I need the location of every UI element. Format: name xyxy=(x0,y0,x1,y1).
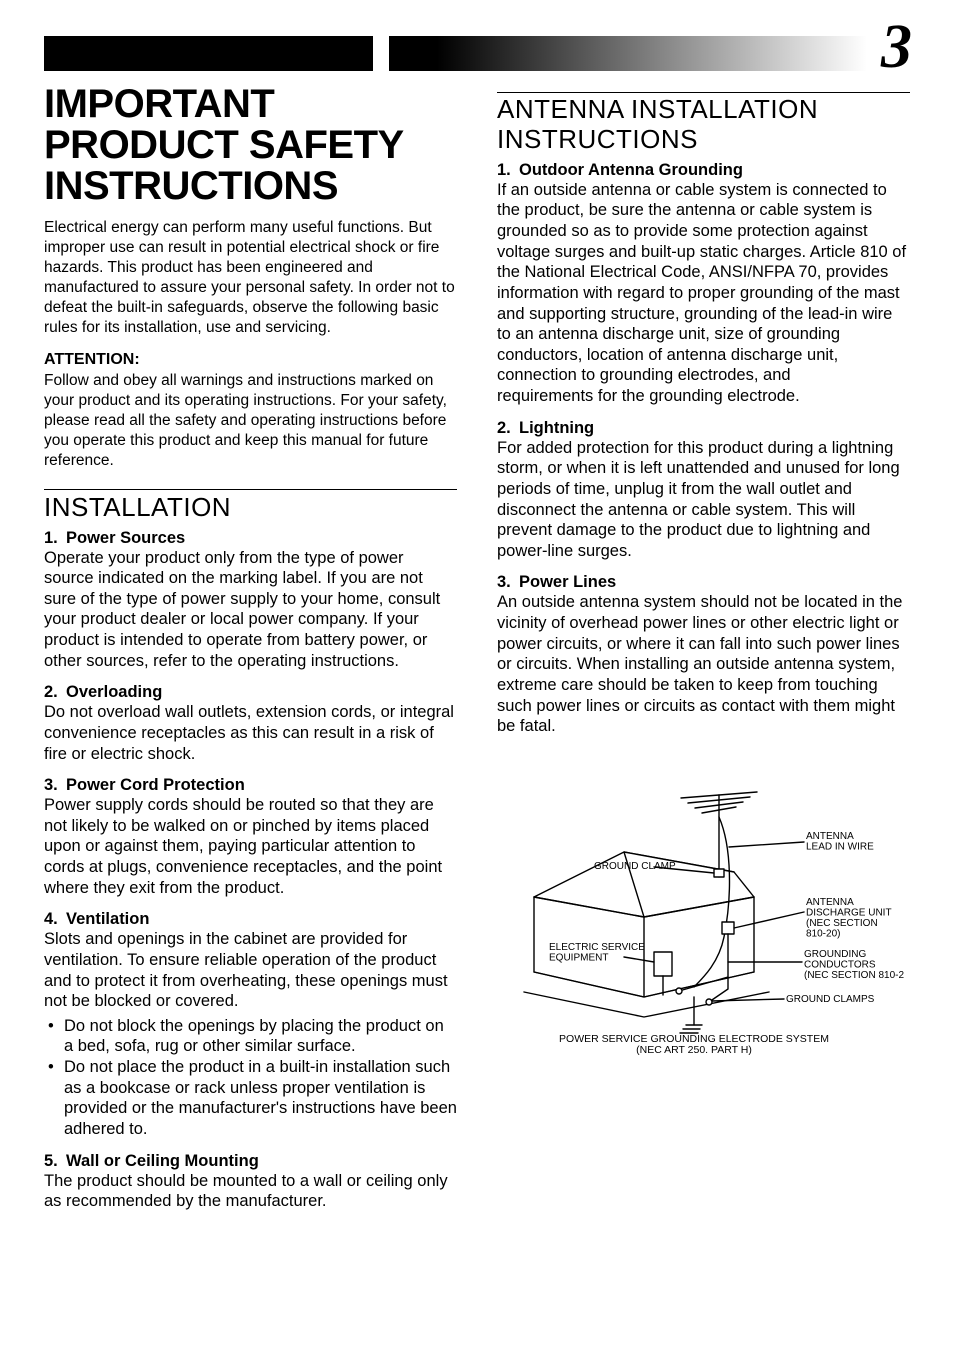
header-bar-solid xyxy=(44,36,373,71)
grounding-diagram-svg: GROUND CLAMP ANTENNALEAD IN WIRE ANTENNADI… xyxy=(504,777,904,1067)
antenna-heading: ANTENNA INSTALLATION INSTRUCTIONS xyxy=(497,95,910,155)
svg-text:GROUND CLAMP: GROUND CLAMP xyxy=(594,861,676,872)
ventilation-bullet-2: •Do not place the product in a built-in … xyxy=(44,1057,457,1140)
page-number: 3 xyxy=(881,26,910,69)
main-title: IMPORTANT PRODUCT SAFETY INSTRUCTIONS xyxy=(44,84,457,206)
antenna-item-3: 3.Power Lines An outside antenna system … xyxy=(497,573,910,736)
svg-text:GROUND CLAMPS: GROUND CLAMPS xyxy=(786,994,875,1005)
left-column: IMPORTANT PRODUCT SAFETY INSTRUCTIONS El… xyxy=(44,84,457,1224)
antenna-item-1: 1.Outdoor Antenna Grounding If an outsid… xyxy=(497,161,910,407)
svg-text:GROUNDINGCONDUCTORS(NEC SECTIO: GROUNDINGCONDUCTORS(NEC SECTION 810-21) xyxy=(804,949,904,981)
installation-heading: INSTALLATION xyxy=(44,492,457,523)
intro-paragraph: Electrical energy can perform many usefu… xyxy=(44,218,457,337)
install-item-4: 4.Ventilation Slots and openings in the … xyxy=(44,910,457,1139)
svg-text:ELECTRIC SERVICEEQUIPMENT: ELECTRIC SERVICEEQUIPMENT xyxy=(549,942,645,964)
svg-text:POWER SERVICE GROUNDING ELECTR: POWER SERVICE GROUNDING ELECTRODE SYSTEM… xyxy=(559,1033,829,1056)
svg-text:ANTENNADISCHARGE UNIT(NEC SECT: ANTENNADISCHARGE UNIT(NEC SECTION810-20) xyxy=(806,897,892,940)
section-rule xyxy=(44,489,457,490)
ventilation-bullet-1: •Do not block the openings by placing th… xyxy=(44,1016,457,1057)
attention-body: Follow and obey all warnings and instruc… xyxy=(44,371,457,470)
header-bar-gradient xyxy=(389,36,867,71)
antenna-item-2: 2.Lightning For added protection for thi… xyxy=(497,419,910,562)
right-column: ANTENNA INSTALLATION INSTRUCTIONS 1.Outd… xyxy=(497,84,910,1224)
grounding-diagram: GROUND CLAMP ANTENNALEAD IN WIRE ANTENNADI… xyxy=(497,777,910,1067)
content-columns: IMPORTANT PRODUCT SAFETY INSTRUCTIONS El… xyxy=(44,84,910,1224)
install-item-5: 5.Wall or Ceiling Mounting The product s… xyxy=(44,1152,457,1212)
page: 3 IMPORTANT PRODUCT SAFETY INSTRUCTIONS … xyxy=(0,0,954,1264)
header-bar: 3 xyxy=(44,36,910,78)
section-rule xyxy=(497,92,910,93)
install-item-2: 2.Overloading Do not overload wall outle… xyxy=(44,683,457,764)
svg-text:ANTENNALEAD IN WIRE: ANTENNALEAD IN WIRE xyxy=(806,831,874,853)
install-item-3: 3.Power Cord Protection Power supply cor… xyxy=(44,776,457,898)
install-item-1: 1.Power Sources Operate your product onl… xyxy=(44,529,457,672)
attention-heading: ATTENTION: xyxy=(44,351,457,369)
